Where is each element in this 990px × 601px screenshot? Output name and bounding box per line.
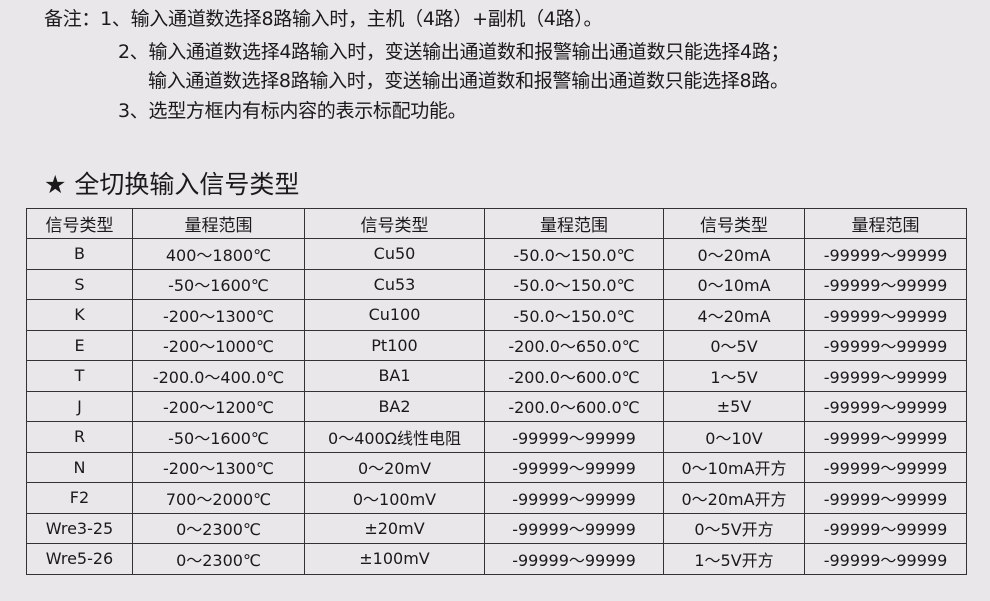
note-3: 3、选型方框内有标内容的表示标配功能。 — [118, 100, 467, 122]
table-cell: -99999～99999 — [804, 482, 967, 514]
table-cell: -50～1600℃ — [132, 268, 305, 300]
table-cell: -99999～99999 — [804, 299, 967, 331]
table-cell: 0～10mA开方 — [663, 451, 805, 483]
table-row: B 400～1800℃ Cu50 -50.0～150.0℃ 0～20mA -99999～9… — [26, 238, 967, 270]
table-cell: S — [26, 268, 133, 300]
table-cell: K — [26, 299, 133, 331]
column-header: 量程范围 — [804, 208, 967, 239]
table-cell: -200.0～600.0℃ — [484, 390, 664, 422]
table-cell: -200～1000℃ — [132, 329, 305, 361]
table-cell: N — [26, 451, 133, 483]
table-row: Wre5-26 0～2300℃ ±100mV -99999～99999 1～5V开方 -9… — [26, 543, 967, 575]
table-cell: 4～20mA — [663, 299, 805, 331]
table-cell: 0～100mV — [304, 482, 485, 514]
table-cell: -99999～99999 — [804, 390, 967, 422]
header-row: 信号类型 量程范围 信号类型 量程范围 信号类型 量程范围 — [26, 208, 967, 239]
column-header: 信号类型 — [304, 208, 485, 239]
table-row: N -200～1300℃ 0～20mV -99999～99999 0～10mA开方 -99… — [26, 451, 967, 483]
signal-type-table: 信号类型 量程范围 信号类型 量程范围 信号类型 量程范围 B 400～1800℃ Cu50 -5… — [26, 208, 967, 575]
table-cell: -200～1200℃ — [132, 390, 305, 422]
table-cell: 0～20mA开方 — [663, 482, 805, 514]
table-cell: 0～20mV — [304, 451, 485, 483]
table-cell: 0～10mA — [663, 268, 805, 300]
table-cell: -99999～99999 — [484, 482, 664, 514]
table-cell: 1～5V — [663, 360, 805, 392]
table-cell: J — [26, 390, 133, 422]
table-cell: Cu50 — [304, 238, 485, 270]
notes-label: 备注： — [44, 8, 101, 30]
table-row: Wre3-25 0～2300℃ ±20mV -99999～99999 0～5V开方 -99… — [26, 512, 967, 544]
table-cell: F2 — [26, 482, 133, 514]
table-cell: B — [26, 238, 133, 270]
table-cell: 400～1800℃ — [132, 238, 305, 270]
table-cell: 0～10V — [663, 421, 805, 453]
table-cell: -99999～99999 — [804, 329, 967, 361]
table-cell: 0～2300℃ — [132, 543, 305, 575]
column-header: 量程范围 — [132, 208, 305, 239]
table-row: T -200.0～400.0℃ BA1 -200.0～600.0℃ 1～5V -99999… — [26, 360, 967, 392]
table-cell: -99999～99999 — [484, 512, 664, 544]
table-cell: 700～2000℃ — [132, 482, 305, 514]
table-cell: -99999～99999 — [804, 512, 967, 544]
table-cell: -50.0～150.0℃ — [484, 238, 664, 270]
table-cell: -50～1600℃ — [132, 421, 305, 453]
table-cell: 0～400Ω线性电阻 — [304, 421, 485, 453]
table-cell: -99999～99999 — [804, 360, 967, 392]
note-1: 备注：1、输入通道数选择8路输入时，主机（4路）+副机（4路）。 — [44, 8, 603, 30]
table-cell: -200.0～400.0℃ — [132, 360, 305, 392]
table-cell: T — [26, 360, 133, 392]
table-cell: -99999～99999 — [804, 543, 967, 575]
table-cell: E — [26, 329, 133, 361]
table-row: S -50～1600℃ Cu53 -50.0～150.0℃ 0～10mA -99999～9… — [26, 268, 967, 300]
table-cell: Cu53 — [304, 268, 485, 300]
note-2: 2、输入通道数选择4路输入时，变送输出通道数和报警输出通道数只能选择4路； — [118, 41, 790, 63]
table-cell: -99999～99999 — [484, 543, 664, 575]
column-header: 信号类型 — [663, 208, 805, 239]
table-cell: -200～1300℃ — [132, 451, 305, 483]
table-row: R -50～1600℃ 0～400Ω线性电阻 -99999～99999 0～10V -99… — [26, 421, 967, 453]
table-cell: R — [26, 421, 133, 453]
table-cell: 1～5V开方 — [663, 543, 805, 575]
table-cell: 0～20mA — [663, 238, 805, 270]
table-cell: -200.0～600.0℃ — [484, 360, 664, 392]
table-cell: 0～5V — [663, 329, 805, 361]
table-cell: ±5V — [663, 390, 805, 422]
note-2b: 输入通道数选择8路输入时，变送输出通道数和报警输出通道数只能选择8路。 — [148, 70, 789, 92]
table-cell: ±100mV — [304, 543, 485, 575]
table-cell: -50.0～150.0℃ — [484, 268, 664, 300]
section-title: ★ 全切换输入信号类型 — [44, 170, 300, 199]
column-header: 量程范围 — [484, 208, 664, 239]
table-cell: -50.0～150.0℃ — [484, 299, 664, 331]
table-cell: -99999～99999 — [804, 421, 967, 453]
table-cell: -200～1300℃ — [132, 299, 305, 331]
table-cell: -200.0～650.0℃ — [484, 329, 664, 361]
table-row: J -200～1200℃ BA2 -200.0～600.0℃ ±5V -99999～999… — [26, 390, 967, 422]
table-cell: 0～2300℃ — [132, 512, 305, 544]
table-row: E -200～1000℃ Pt100 -200.0～650.0℃ 0～5V -99999～… — [26, 329, 967, 361]
table-cell: Wre3-25 — [26, 512, 133, 544]
column-header: 信号类型 — [26, 208, 133, 239]
table-cell: BA1 — [304, 360, 485, 392]
table-cell: Wre5-26 — [26, 543, 133, 575]
table-row: K -200～1300℃ Cu100 -50.0～150.0℃ 4～20mA -99999… — [26, 299, 967, 331]
table-row: F2 700～2000℃ 0～100mV -99999～99999 0～20mA开方 -9… — [26, 482, 967, 514]
table-cell: -99999～99999 — [804, 268, 967, 300]
table-cell: -99999～99999 — [484, 451, 664, 483]
table-cell: Cu100 — [304, 299, 485, 331]
table-cell: -99999～99999 — [484, 421, 664, 453]
table-cell: -99999～99999 — [804, 238, 967, 270]
table-cell: Pt100 — [304, 329, 485, 361]
table-cell: 0～5V开方 — [663, 512, 805, 544]
table-cell: ±20mV — [304, 512, 485, 544]
table-cell: BA2 — [304, 390, 485, 422]
table-cell: -99999～99999 — [804, 451, 967, 483]
